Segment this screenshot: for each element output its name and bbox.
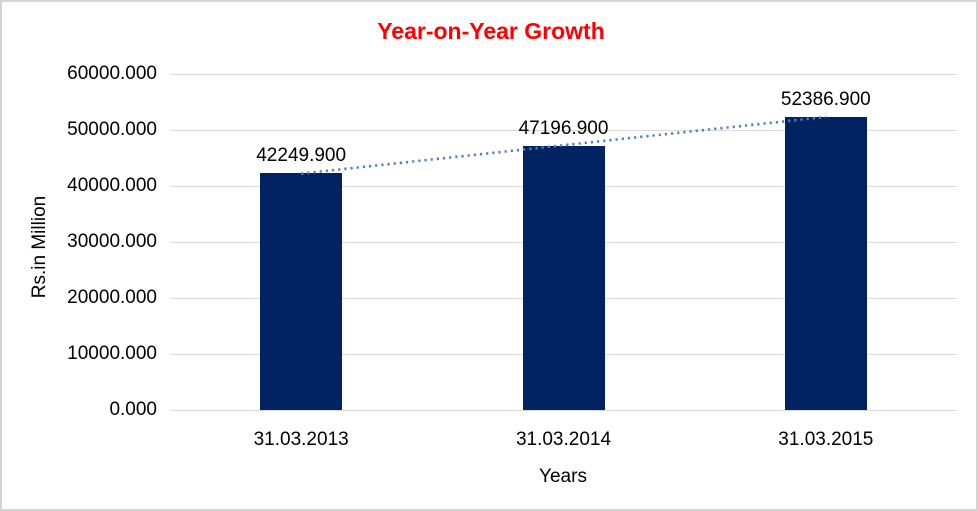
bar-31.03.2013	[260, 173, 343, 410]
y-tick-label: 50000.000	[67, 119, 157, 140]
x-axis-title: Years	[539, 466, 587, 487]
y-tick-label: 40000.000	[67, 175, 157, 196]
bar-31.03.2015	[784, 116, 867, 410]
chart-title: Year-on-Year Growth	[377, 18, 605, 44]
x-tick-label: 31.03.2013	[253, 429, 349, 450]
gridline	[170, 73, 957, 75]
bar-value-label: 47196.900	[518, 117, 609, 139]
bar-31.03.2014	[522, 145, 605, 410]
y-tick-label: 0.000	[109, 399, 157, 420]
bar-value-label: 42249.900	[256, 145, 347, 167]
trendline	[301, 115, 826, 175]
x-tick-label: 31.03.2014	[515, 429, 612, 450]
trendline-layer	[301, 115, 826, 175]
plot-area: 42249.900 47196.900 52386.900	[170, 73, 957, 411]
y-tick-label: 10000.000	[67, 343, 157, 364]
x-tick-label: 31.03.2015	[778, 429, 874, 450]
y-tick-label: 20000.000	[67, 287, 157, 308]
bar-value-label: 52386.900	[780, 88, 871, 110]
y-tick-label: 60000.000	[67, 63, 157, 84]
y-tick-label: 30000.000	[67, 231, 157, 252]
gridline	[170, 129, 957, 131]
x-axis-line	[170, 409, 957, 411]
